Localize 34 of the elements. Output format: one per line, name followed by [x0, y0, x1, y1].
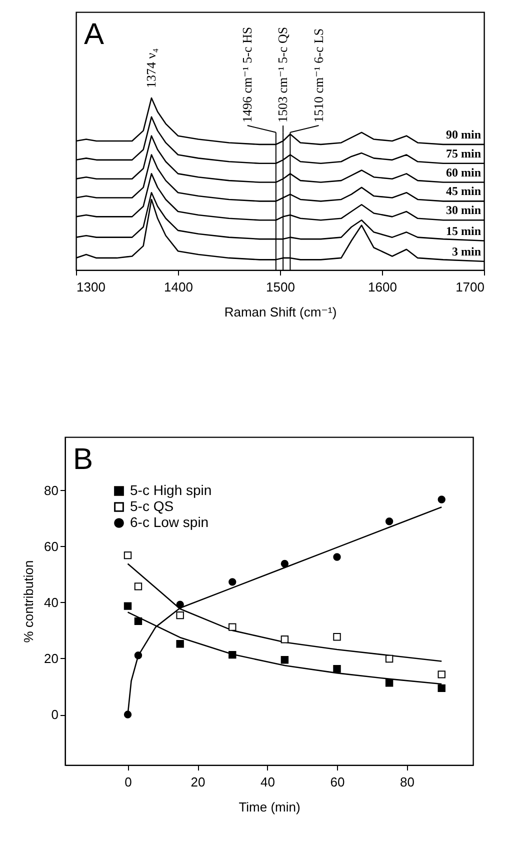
y-tick-label: 80 [44, 482, 58, 498]
legend-label: 5-c High spin [130, 482, 212, 498]
ref-line-label: 1510 cm⁻¹ 6-c LS [310, 28, 326, 123]
y-tick-label: 40 [44, 594, 58, 610]
series-label: 45 min [446, 184, 482, 198]
x-tick-label: 1300 [76, 280, 106, 294]
x-tick-label: 1500 [266, 280, 295, 294]
series-label: 90 min [446, 127, 482, 142]
annotation: B [73, 443, 94, 476]
series-label: 60 min [446, 165, 482, 180]
series-label: 3 min [452, 244, 482, 258]
annotation: 1374 ν₄ [143, 48, 158, 88]
legend-label: 6-c Low spin [130, 514, 209, 530]
series-label: 15 min [446, 224, 482, 238]
series-label: 75 min [446, 146, 482, 160]
y-tick-label: 0 [51, 707, 58, 722]
x-tick-label: 20 [190, 774, 206, 790]
x-tick-label: 80 [400, 774, 414, 790]
x-tick-label: 1700 [456, 280, 484, 294]
x-tick-label: 60 [330, 774, 345, 790]
y-tick-label: 60 [44, 538, 58, 554]
ref-line-label: 1496 cm⁻¹ 5-c HS [239, 26, 254, 123]
x-axis-title: Raman Shift (cm⁻¹) [224, 304, 337, 320]
x-tick-label: 40 [260, 774, 275, 790]
text: A [84, 18, 104, 51]
x-tick-label: 1600 [368, 280, 397, 294]
series-label: 30 min [446, 203, 482, 218]
legend-label: 5-c QS [130, 498, 174, 514]
x-tick-label: 0 [124, 774, 132, 790]
y-axis-title: % contribution [21, 560, 36, 643]
x-axis-title: Time (min) [238, 800, 300, 814]
x-tick-label: 1400 [164, 280, 193, 294]
y-tick-label: 20 [44, 650, 58, 666]
ref-line-label: 1503 cm⁻¹ 5-c QS [275, 26, 290, 123]
